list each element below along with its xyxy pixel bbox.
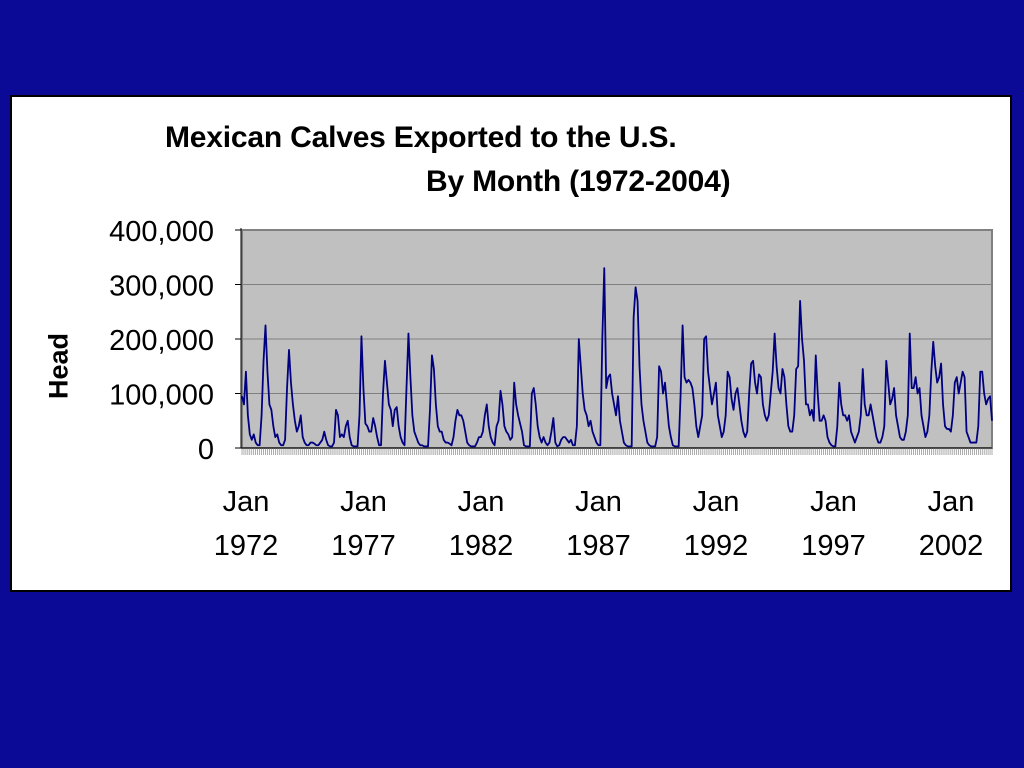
y-tick-labels: 0 100,000 200,000 300,000 400,000 — [109, 216, 214, 466]
y-tick-label: 100,000 — [109, 380, 214, 412]
x-tick-label-year: 2002 — [919, 530, 984, 562]
gridlines — [242, 284, 992, 394]
x-tick-label-month: Jan — [458, 486, 505, 518]
x-tick-label-year: 1972 — [214, 530, 279, 562]
series-line — [241, 267, 993, 448]
chart-subtitle: By Month (1972-2004) — [426, 165, 731, 198]
x-tick-label-month: Jan — [810, 486, 857, 518]
x-minor-ticks — [241, 448, 993, 455]
x-tick-label-year: 1977 — [331, 530, 396, 562]
x-tick-label-month: Jan — [575, 486, 622, 518]
x-tick-label-month: Jan — [928, 486, 975, 518]
x-tick-label-month: Jan — [693, 486, 740, 518]
axes — [235, 228, 993, 455]
x-tick-label-year: 1997 — [801, 530, 866, 562]
series-group — [241, 267, 993, 448]
chart-title: Mexican Calves Exported to the U.S. — [165, 121, 677, 154]
x-tick-labels: Jan 1972 Jan 1977 Jan 1982 Jan 1987 Jan 1992 Jan 19… — [214, 486, 983, 562]
x-tick-label-year: 1992 — [684, 530, 749, 562]
x-tick-label-month: Jan — [340, 486, 387, 518]
y-tick-label: 200,000 — [109, 325, 214, 357]
x-tick-label-year: 1987 — [566, 530, 631, 562]
x-tick-label-year: 1982 — [449, 530, 514, 562]
y-tick-label: 400,000 — [109, 216, 214, 248]
y-tick-label: 300,000 — [109, 271, 214, 303]
y-tick-label: 0 — [198, 434, 214, 466]
x-tick-label-month: Jan — [223, 486, 270, 518]
